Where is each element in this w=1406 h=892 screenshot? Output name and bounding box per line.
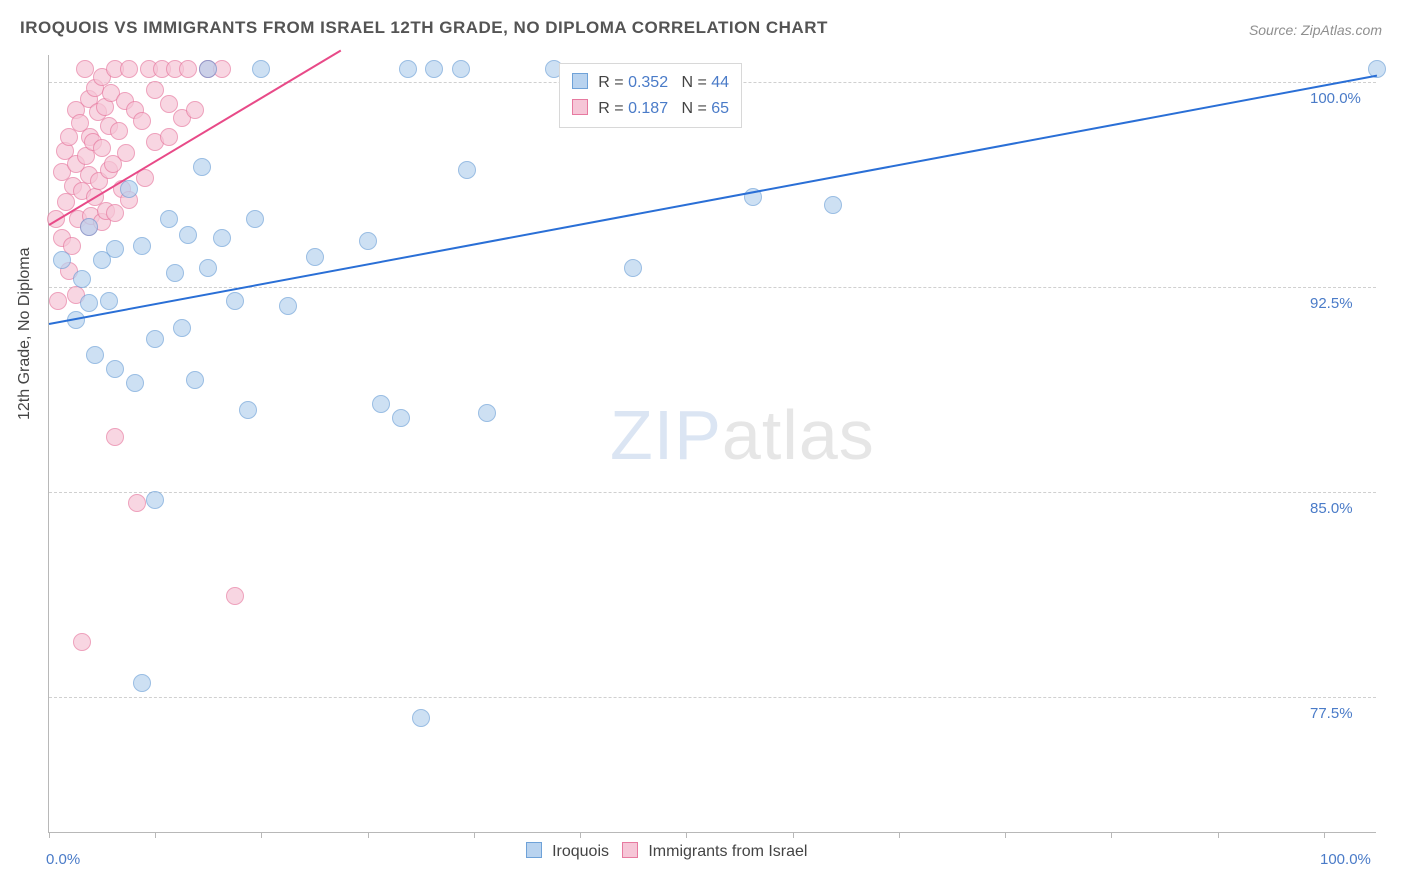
stat-key: R = <box>598 74 628 91</box>
data-point <box>133 237 151 255</box>
data-point <box>399 60 417 78</box>
data-point <box>624 259 642 277</box>
data-point <box>120 180 138 198</box>
x-tick <box>474 832 475 838</box>
data-point <box>478 404 496 422</box>
x-tick <box>49 832 50 838</box>
stats-row: R = 0.187 N = 65 <box>572 96 729 122</box>
data-point <box>252 60 270 78</box>
data-point <box>93 139 111 157</box>
stat-r-value: 0.187 <box>628 100 668 117</box>
x-tick <box>1324 832 1325 838</box>
data-point <box>199 60 217 78</box>
data-point <box>110 122 128 140</box>
data-point <box>392 409 410 427</box>
legend-swatch-icon <box>572 99 588 115</box>
y-axis-label: 12th Grade, No Diploma <box>16 247 34 420</box>
data-point <box>146 330 164 348</box>
data-point <box>186 371 204 389</box>
legend-label: Immigrants from Israel <box>648 843 807 860</box>
x-tick <box>686 832 687 838</box>
stat-key: N = <box>668 74 711 91</box>
scatter-plot-area <box>48 55 1376 833</box>
x-tick <box>155 832 156 838</box>
stat-n-value: 65 <box>711 100 729 117</box>
y-tick-label: 85.0% <box>1310 500 1353 517</box>
y-tick-label: 77.5% <box>1310 705 1353 722</box>
data-point <box>179 60 197 78</box>
data-point <box>160 210 178 228</box>
data-point <box>106 428 124 446</box>
series-legend: Iroquois Immigrants from Israel <box>526 842 821 861</box>
data-point <box>133 112 151 130</box>
data-point <box>80 218 98 236</box>
data-point <box>226 292 244 310</box>
data-point <box>117 144 135 162</box>
data-point <box>279 297 297 315</box>
data-point <box>199 259 217 277</box>
y-tick-label: 92.5% <box>1310 295 1353 312</box>
source-label: Source: ZipAtlas.com <box>1249 22 1382 38</box>
data-point <box>86 346 104 364</box>
data-point <box>73 633 91 651</box>
chart-title: IROQUOIS VS IMMIGRANTS FROM ISRAEL 12TH … <box>20 18 828 38</box>
stat-n-value: 44 <box>711 74 729 91</box>
data-point <box>193 158 211 176</box>
data-point <box>133 674 151 692</box>
data-point <box>458 161 476 179</box>
data-point <box>128 494 146 512</box>
data-point <box>160 128 178 146</box>
stat-key: R = <box>598 100 628 117</box>
data-point <box>186 101 204 119</box>
data-point <box>412 709 430 727</box>
data-point <box>76 60 94 78</box>
legend-swatch-icon <box>526 842 542 858</box>
data-point <box>106 240 124 258</box>
x-axis-max-label: 100.0% <box>1320 851 1371 868</box>
data-point <box>49 292 67 310</box>
legend-swatch-icon <box>622 842 638 858</box>
data-point <box>452 60 470 78</box>
stats-row: R = 0.352 N = 44 <box>572 70 729 96</box>
gridline <box>49 697 1376 698</box>
legend-label: Iroquois <box>552 843 609 860</box>
data-point <box>126 374 144 392</box>
data-point <box>106 360 124 378</box>
y-tick-label: 100.0% <box>1310 90 1361 107</box>
data-point <box>306 248 324 266</box>
x-tick <box>368 832 369 838</box>
data-point <box>173 319 191 337</box>
x-tick <box>1111 832 1112 838</box>
x-tick <box>261 832 262 838</box>
data-point <box>106 204 124 222</box>
data-point <box>239 401 257 419</box>
stat-key: N = <box>668 100 711 117</box>
data-point <box>100 292 118 310</box>
x-tick <box>580 832 581 838</box>
data-point <box>226 587 244 605</box>
data-point <box>146 491 164 509</box>
x-tick <box>1005 832 1006 838</box>
gridline <box>49 492 1376 493</box>
x-tick <box>793 832 794 838</box>
data-point <box>120 60 138 78</box>
data-point <box>359 232 377 250</box>
x-tick <box>1218 832 1219 838</box>
data-point <box>73 270 91 288</box>
data-point <box>372 395 390 413</box>
stats-legend-box: R = 0.352 N = 44R = 0.187 N = 65 <box>559 63 742 128</box>
x-tick <box>899 832 900 838</box>
stat-r-value: 0.352 <box>628 74 668 91</box>
data-point <box>53 251 71 269</box>
data-point <box>246 210 264 228</box>
data-point <box>179 226 197 244</box>
data-point <box>425 60 443 78</box>
data-point <box>824 196 842 214</box>
legend-swatch-icon <box>572 73 588 89</box>
x-axis-min-label: 0.0% <box>46 851 80 868</box>
data-point <box>80 294 98 312</box>
data-point <box>166 264 184 282</box>
data-point <box>213 229 231 247</box>
